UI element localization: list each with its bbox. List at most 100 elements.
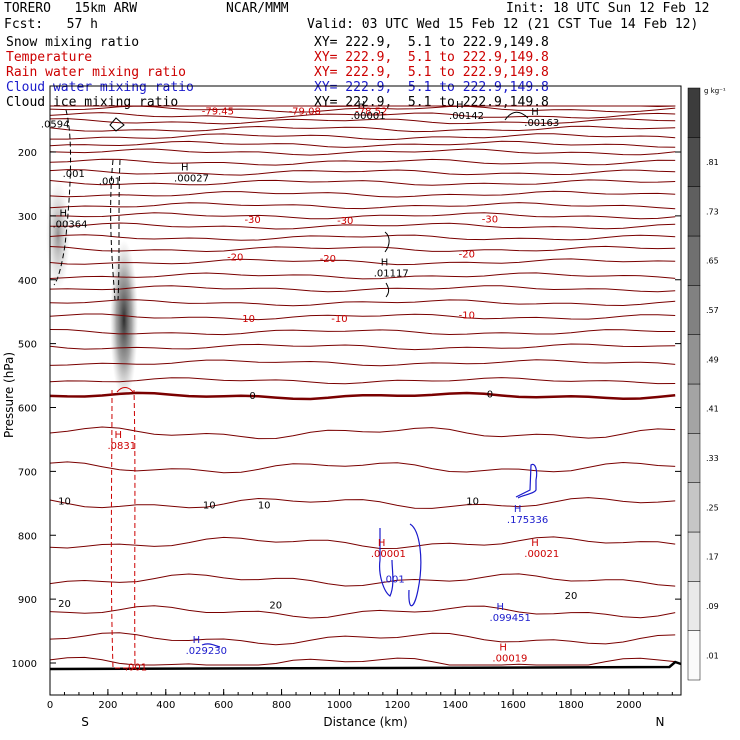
y-tick-label: 500 (18, 340, 37, 351)
maximum-h-marker: H (497, 602, 505, 613)
isotherm-label: -30 (482, 214, 498, 225)
colorbar-tick-label: .41 (706, 405, 719, 414)
center-title: NCAR/MMM (226, 1, 289, 16)
colorbar-unit: g kg⁻¹ (704, 87, 726, 95)
isotherm-line (50, 133, 676, 141)
rain-contour (110, 389, 136, 669)
isotherm-line (49, 179, 676, 186)
isotherm-line (49, 125, 676, 133)
isotherm-line (49, 497, 676, 509)
isotherm-line (49, 313, 676, 321)
isotherm-label: 20 (58, 599, 71, 610)
y-tick-label: 600 (18, 404, 37, 415)
contour-labels: -79.45 -79.08 -78.52 -30 -30 -30 -20 -20 -20 -10 -… (41, 100, 577, 674)
isotherm-label: 10 (58, 497, 71, 508)
colorbar-tick-label: .09 (706, 602, 719, 611)
field-xy: XY= 222.9, 5.1 to 222.9,149.8 (314, 35, 549, 50)
colorbar-tick-label: .73 (706, 207, 719, 216)
x-tick-label: 2000 (616, 700, 641, 711)
maximum-h-marker: H (114, 430, 122, 441)
maximum-h-marker: H (531, 538, 539, 549)
x-tick-label: 400 (156, 700, 175, 711)
colorbar-tick-label: .25 (706, 503, 719, 512)
isotherm-line (49, 426, 676, 440)
maximum-value-label: .00001 (351, 111, 386, 122)
y-tick-label: 400 (18, 276, 37, 287)
rain-contour (116, 387, 134, 393)
colorbar-segment (687, 581, 701, 631)
ice-contour (109, 117, 125, 132)
colorbar-segment (687, 235, 701, 286)
colorbar-tick-label: .65 (706, 257, 719, 266)
isotherm-line (49, 272, 676, 280)
isotherm-lines (49, 105, 682, 671)
maximum-h-marker: H (378, 538, 386, 549)
maximum-value-label: .001 (99, 177, 121, 188)
isotherm-line (49, 202, 676, 210)
x-tick-label: 800 (272, 700, 291, 711)
maximum-h-marker: H (514, 504, 522, 515)
maximum-value-label: .00142 (449, 111, 484, 122)
isotherm-line (49, 258, 676, 266)
colorbar-tick-label: .17 (706, 553, 719, 562)
x-tick-label: 600 (214, 700, 233, 711)
isotherm-label: 0 (487, 389, 493, 400)
colorbar-segment (687, 433, 701, 483)
colorbar-segment (687, 87, 701, 138)
x-tick-label: 1000 (327, 700, 352, 711)
isotherm-line (49, 140, 676, 148)
isotherm-line (49, 158, 676, 166)
isotherm-line (49, 359, 676, 367)
maximum-value-label: .00163 (524, 118, 559, 129)
cloud-water-contour (379, 523, 422, 607)
colorbar-segment (687, 334, 701, 385)
isotherm-line (49, 573, 676, 587)
isotherm-label: 10 (258, 500, 271, 511)
isotherm-label: -10 (459, 311, 475, 322)
isotherm-line (49, 190, 676, 198)
isotherm-line (49, 536, 676, 550)
freezing-level-line (49, 391, 676, 401)
colorbar-segment (687, 137, 701, 187)
maximum-h-marker: H (499, 643, 507, 654)
valid-time: Valid: 03 UTC Wed 15 Feb 12 (21 CST Tue … (307, 17, 699, 32)
isotherm-label: -10 (331, 314, 347, 325)
x-tick-label: 1400 (443, 700, 468, 711)
maximum-h-marker: H (381, 258, 389, 269)
isotherm-label: -78.52 (355, 106, 387, 117)
isotherm-label: -20 (227, 253, 243, 264)
isotherm-label: -79.45 (202, 106, 234, 117)
isotherm-line (50, 222, 676, 230)
colorbar-tick-label: .49 (706, 355, 719, 364)
maximum-value-label: .00027 (174, 173, 209, 184)
isotherm-line (49, 112, 676, 120)
field-xy: XY= 222.9, 5.1 to 222.9,149.8 (314, 80, 549, 95)
maximum-h-marker: H (531, 107, 539, 118)
maximum-h-marker: H (181, 162, 189, 173)
north-end-label: N (656, 715, 665, 729)
plot-frame (49, 85, 682, 696)
maximum-value-label: .0831 (107, 441, 136, 452)
isotherm-label: -20 (459, 249, 475, 260)
isotherm-label: -30 (244, 215, 260, 226)
maximum-value-label: .01117 (374, 269, 409, 280)
axes: 0 200 400 600 800 1000 1200 1400 1600 1800 2000200… (2, 85, 682, 729)
snow-contour (53, 109, 72, 286)
colorbar: .01 .09 .17 .25 .33 .41 .49 .57 .65 .73 .81 g kg⁻¹ (687, 87, 726, 681)
colorbar-tick-label: .81 (706, 158, 719, 167)
isotherm-line (49, 118, 676, 125)
x-tick-label: 1800 (558, 700, 583, 711)
x-axis-title: Distance (km) (323, 715, 407, 729)
colorbar-segment (687, 383, 701, 434)
isotherm-line (49, 632, 676, 646)
isotherm-line (49, 299, 676, 307)
maximum-value-label: .029230 (186, 646, 227, 657)
maximum-value-label: .00021 (524, 549, 559, 560)
isotherm-line (50, 105, 676, 108)
field-xy: XY= 222.9, 5.1 to 222.9,149.8 (314, 65, 549, 80)
isotherm-line (49, 461, 676, 474)
isotherm-label: 10 (203, 500, 216, 511)
maximum-value-label: .001 (382, 575, 404, 586)
maximum-value-label: .001 (63, 169, 85, 180)
